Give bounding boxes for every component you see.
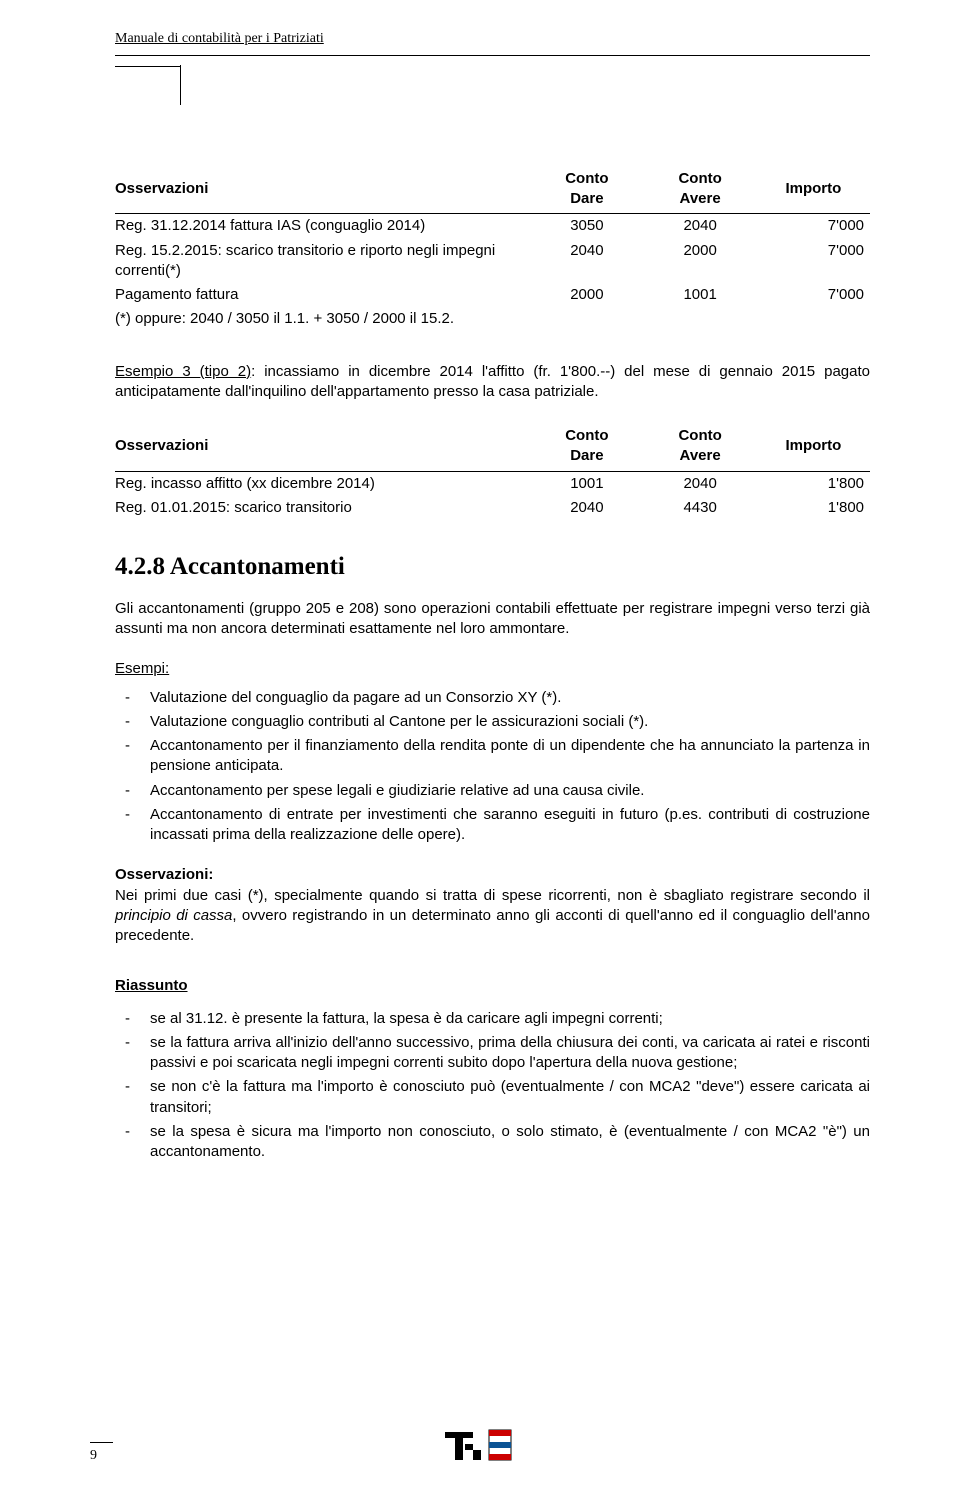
header-title: Manuale di contabilità per i Patriziati	[115, 30, 870, 53]
list-item: Accantonamento di entrate per investimen…	[150, 805, 870, 846]
osservazioni-text: Nei primi due casi (*), specialmente qua…	[115, 886, 870, 947]
section-intro: Gli accantonamenti (gruppo 205 e 208) so…	[115, 599, 870, 640]
page-number: 9	[90, 1442, 113, 1466]
table-row: (*) oppure: 2040 / 3050 il 1.1. + 3050 /…	[115, 307, 870, 331]
riassunto-list: se al 31.12. è presente la fattura, la s…	[115, 1009, 870, 1163]
list-item: Valutazione del conguaglio da pagare ad …	[150, 688, 870, 708]
esempi-list: Valutazione del conguaglio da pagare ad …	[115, 688, 870, 846]
table1-col-importo: Importo	[757, 165, 870, 214]
esempi-label: Esempi:	[115, 659, 870, 679]
table1: Osservazioni ContoDare ContoAvere Import…	[115, 165, 870, 332]
table-row: Reg. incasso affitto (xx dicembre 2014) …	[115, 471, 870, 496]
table2-col-dare: ContoDare	[530, 422, 643, 471]
table2: Osservazioni ContoDare ContoAvere Import…	[115, 422, 870, 520]
list-item: Accantonamento per il finanziamento dell…	[150, 736, 870, 777]
table1-col-avere: ContoAvere	[644, 165, 757, 214]
table-row: Reg. 31.12.2014 fattura IAS (conguaglio …	[115, 214, 870, 239]
table2-wrap: Osservazioni ContoDare ContoAvere Import…	[115, 422, 870, 520]
table-row: Pagamento fattura 2000 1001 7'000	[115, 283, 870, 307]
header-decoration	[115, 55, 870, 105]
table-row: Reg. 15.2.2015: scarico transitorio e ri…	[115, 239, 870, 284]
table1-col-osservazioni: Osservazioni	[115, 165, 530, 214]
list-item: se al 31.12. è presente la fattura, la s…	[150, 1009, 870, 1029]
table2-col-avere: ContoAvere	[644, 422, 757, 471]
footer-logo-icon	[445, 1426, 515, 1470]
list-item: Valutazione conguaglio contributi al Can…	[150, 712, 870, 732]
list-item: Accantonamento per spese legali e giudiz…	[150, 781, 870, 801]
list-item: se la fattura arriva all'inizio dell'ann…	[150, 1033, 870, 1074]
document-page: Manuale di contabilità per i Patriziati …	[0, 0, 960, 1501]
osservazioni-label: Osservazioni:	[115, 865, 870, 885]
riassunto-label: Riassunto	[115, 976, 870, 996]
footer: 9	[0, 1426, 960, 1466]
table1-col-dare: ContoDare	[530, 165, 643, 214]
example3-intro: Esempio 3 (tipo 2): incassiamo in dicemb…	[115, 362, 870, 403]
table1-wrap: Osservazioni ContoDare ContoAvere Import…	[115, 165, 870, 332]
list-item: se non c'è la fattura ma l'importo è con…	[150, 1077, 870, 1118]
section-heading: 4.2.8 Accantonamenti	[115, 550, 870, 584]
table2-col-importo: Importo	[757, 422, 870, 471]
table2-col-osservazioni: Osservazioni	[115, 422, 530, 471]
list-item: se la spesa è sicura ma l'importo non co…	[150, 1122, 870, 1163]
table-row: Reg. 01.01.2015: scarico transitorio 204…	[115, 496, 870, 520]
